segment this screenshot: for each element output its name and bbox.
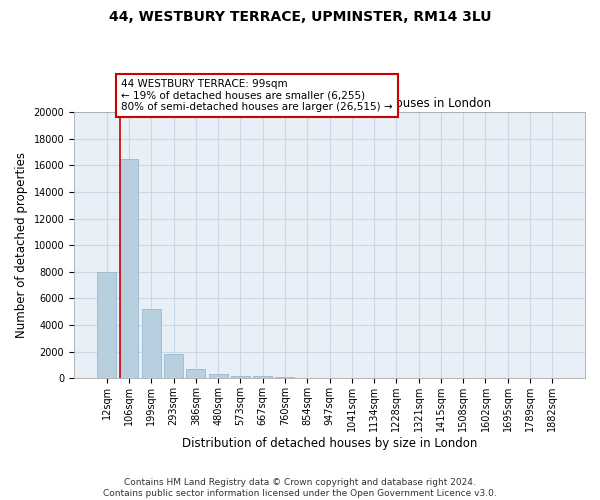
Y-axis label: Number of detached properties: Number of detached properties (15, 152, 28, 338)
Text: 44, WESTBURY TERRACE, UPMINSTER, RM14 3LU: 44, WESTBURY TERRACE, UPMINSTER, RM14 3L… (109, 10, 491, 24)
Bar (142, 309, 161, 378)
Bar (275, 377, 295, 378)
Text: 44 WESTBURY TERRACE: 99sqm
← 19% of detached houses are smaller (6,255)
80% of s: 44 WESTBURY TERRACE: 99sqm ← 19% of deta… (121, 79, 393, 112)
Bar (253, 376, 272, 378)
Bar (119, 159, 139, 378)
Title: Size of property relative to detached houses in London: Size of property relative to detached ho… (167, 96, 491, 110)
Bar (209, 374, 227, 378)
Bar (97, 272, 116, 378)
Bar (164, 354, 183, 378)
Text: Contains HM Land Registry data © Crown copyright and database right 2024.
Contai: Contains HM Land Registry data © Crown c… (103, 478, 497, 498)
Bar (187, 369, 205, 378)
Bar (231, 376, 250, 378)
X-axis label: Distribution of detached houses by size in London: Distribution of detached houses by size … (182, 437, 477, 450)
